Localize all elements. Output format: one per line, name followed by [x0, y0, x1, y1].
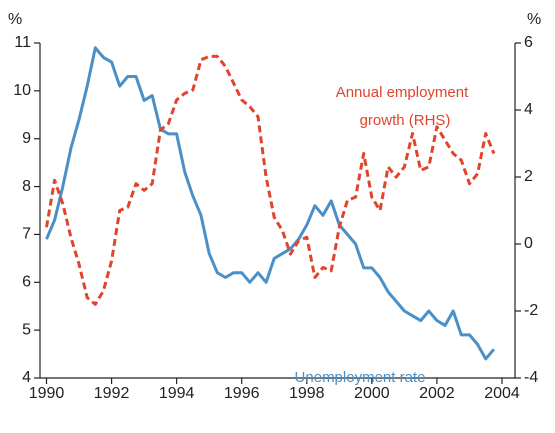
y2-tick-label: 0	[524, 235, 533, 252]
y-tick-label: 4	[22, 369, 31, 386]
series-line	[45, 54, 496, 306]
x-tick-label: 1994	[159, 385, 195, 402]
annotation: growth (RHS)	[360, 112, 451, 129]
y2-tick-label: -4	[524, 369, 538, 386]
x-tick-label: 1990	[29, 385, 65, 402]
y-tick-label: 11	[14, 34, 31, 51]
x-tick-label: 2002	[419, 385, 455, 402]
y2-tick-label: 4	[524, 101, 533, 118]
x-tick-label: 1998	[289, 385, 325, 402]
y-unit: %	[8, 11, 22, 28]
y2-tick-label: -2	[524, 302, 538, 319]
y2-unit: %	[527, 11, 541, 28]
y2-tick-label: 6	[524, 34, 533, 51]
series-line	[45, 46, 496, 361]
y-tick-label: 10	[13, 82, 31, 99]
annotation: Annual employment	[336, 84, 469, 101]
x-tick-label: 1996	[224, 385, 260, 402]
x-tick-label: 1992	[94, 385, 130, 402]
y2-tick-label: 2	[524, 168, 533, 185]
y-tick-label: 8	[22, 178, 31, 195]
x-tick-label: 2004	[484, 385, 520, 402]
y-tick-label: 9	[22, 130, 31, 147]
annotation: Unemployment rate	[295, 369, 426, 386]
y-tick-label: 5	[22, 321, 31, 338]
x-tick-label: 2000	[354, 385, 390, 402]
y-tick-label: 7	[22, 226, 31, 243]
y-tick-label: 6	[22, 274, 31, 291]
